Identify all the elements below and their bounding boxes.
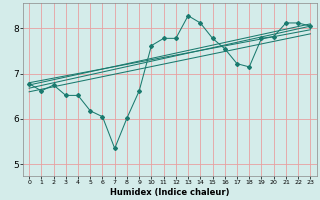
X-axis label: Humidex (Indice chaleur): Humidex (Indice chaleur) [110, 188, 229, 197]
